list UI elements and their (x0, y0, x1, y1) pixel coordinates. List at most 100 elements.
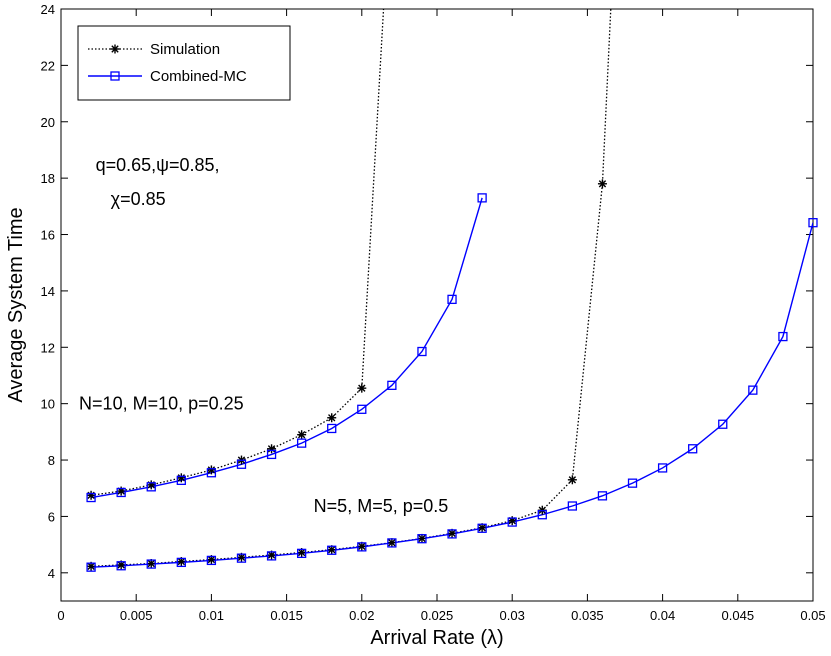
x-tick-label: 0.02 (349, 608, 374, 623)
asterisk-stroke (177, 474, 186, 482)
data-point-marker (417, 533, 427, 543)
data-point-marker (146, 480, 156, 490)
asterisk-stroke (328, 545, 336, 554)
data-point-marker (116, 487, 126, 498)
data-point-marker (808, 218, 818, 228)
data-point-marker (86, 562, 96, 572)
data-point-marker (327, 423, 337, 434)
x-tick-label: 0.01 (199, 608, 224, 623)
asterisk-stroke (358, 384, 366, 392)
data-point-marker (176, 473, 186, 483)
data-point-marker (417, 346, 427, 357)
asterisk-stroke (207, 466, 216, 474)
data-point-marker (267, 444, 277, 454)
x-tick-label: 0.035 (571, 608, 604, 623)
data-point-marker (116, 561, 126, 571)
data-point-marker (206, 465, 216, 475)
series-line-1 (90, 197, 483, 499)
data-point-marker (297, 548, 307, 558)
legend-label: Combined-MC (150, 68, 247, 85)
asterisk-stroke (207, 555, 216, 564)
data-point-marker (296, 438, 307, 448)
data-point-marker (357, 383, 367, 393)
data-point-marker (357, 542, 367, 552)
x-tick-label: 0.03 (500, 608, 525, 623)
asterisk-stroke (87, 562, 95, 571)
data-point-marker (477, 193, 487, 203)
asterisk-stroke (297, 430, 306, 439)
data-point-marker (296, 548, 307, 559)
data-point-marker (327, 413, 337, 423)
annotation: N=10, M=10, p=0.25 (79, 393, 244, 413)
x-axis-title: Arrival Rate (λ) (370, 627, 503, 649)
data-point-marker (266, 551, 277, 561)
data-point-marker (327, 545, 337, 555)
annotation: N=5, M=5, p=0.5 (314, 496, 449, 516)
data-point-marker (597, 179, 607, 189)
legend-marker (110, 71, 120, 81)
data-point-marker (567, 475, 577, 485)
data-point-marker (688, 444, 698, 454)
asterisk-stroke (111, 45, 119, 53)
asterisk-stroke (177, 557, 186, 566)
y-tick-label: 16 (41, 228, 55, 243)
legend-box (77, 25, 291, 101)
asterisk-stroke (358, 542, 366, 551)
y-tick-label: 6 (48, 509, 55, 524)
y-tick-label: 14 (41, 284, 55, 299)
data-point-marker (597, 491, 608, 501)
legend-label: Simulation (150, 41, 220, 58)
data-point-marker (176, 557, 186, 567)
asterisk-stroke (388, 538, 396, 547)
data-point-marker (146, 559, 156, 569)
asterisk-stroke (448, 529, 456, 538)
y-tick-label: 18 (41, 171, 55, 186)
asterisk-stroke (418, 534, 426, 543)
data-point-marker (387, 380, 397, 390)
data-point-marker (86, 490, 96, 500)
legend-marker (110, 44, 120, 54)
data-point-marker (718, 419, 728, 429)
x-tick-label: 0 (57, 608, 64, 623)
y-tick-label: 8 (48, 453, 55, 468)
data-point-marker (567, 501, 578, 511)
asterisk-stroke (267, 551, 276, 559)
data-point-marker (447, 294, 457, 305)
annotation: χ=0.85 (111, 189, 166, 209)
data-point-marker (297, 430, 307, 440)
data-point-marker (537, 510, 547, 520)
data-point-marker (507, 517, 517, 527)
x-tick-label: 0.005 (120, 608, 153, 623)
y-tick-label: 4 (48, 566, 55, 581)
y-tick-label: 22 (41, 58, 55, 73)
plot-frame (60, 8, 814, 602)
asterisk-stroke (237, 553, 246, 561)
data-point-marker (236, 553, 247, 563)
y-tick-label: 24 (41, 2, 55, 17)
x-tick-label: 0.015 (270, 608, 303, 623)
data-point-marker (176, 475, 186, 485)
y-tick-label: 10 (41, 397, 55, 412)
data-point-marker (86, 492, 96, 503)
annotation: q=0.65,ψ=0.85, (96, 155, 220, 175)
data-point-marker (266, 449, 277, 460)
data-point-marker (748, 385, 758, 395)
x-tick-label: 0.05 (800, 608, 825, 623)
data-point-marker (417, 534, 427, 544)
data-point-marker (387, 538, 397, 548)
data-point-marker (206, 468, 217, 478)
data-point-marker (657, 463, 668, 473)
y-tick-label: 12 (41, 340, 55, 355)
asterisk-stroke (328, 414, 336, 422)
data-point-marker (447, 529, 457, 539)
y-axis-title: Average System Time (5, 207, 27, 402)
data-point-marker (327, 545, 337, 555)
data-point-marker (627, 478, 638, 488)
x-tick-label: 0.045 (722, 608, 755, 623)
x-tick-label: 0.04 (650, 608, 675, 623)
data-point-marker (176, 557, 186, 568)
asterisk-stroke (297, 548, 306, 557)
asterisk-stroke (478, 524, 486, 532)
y-tick-label: 20 (41, 115, 55, 130)
